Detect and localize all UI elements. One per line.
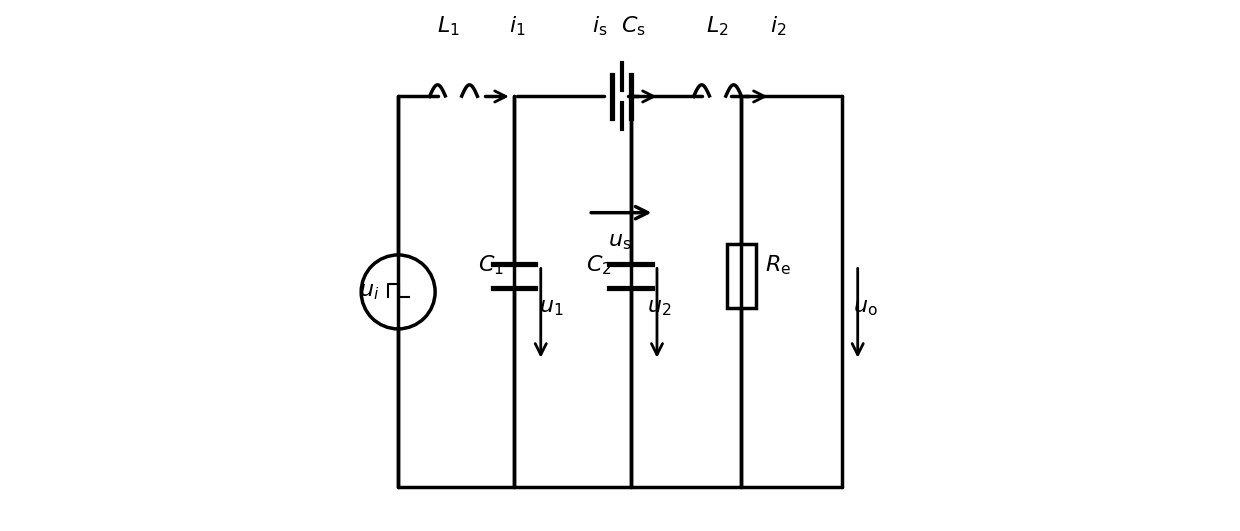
FancyBboxPatch shape (727, 244, 756, 308)
Text: $L_2$: $L_2$ (707, 15, 729, 38)
Text: $i_\mathrm{s}$: $i_\mathrm{s}$ (593, 15, 608, 38)
Text: $u_\mathrm{s}$: $u_\mathrm{s}$ (609, 232, 631, 252)
Text: $u_1$: $u_1$ (539, 298, 563, 318)
Text: $i_1$: $i_1$ (508, 15, 526, 38)
Text: $L_1$: $L_1$ (436, 15, 460, 38)
Text: $u_i$: $u_i$ (358, 282, 379, 302)
Text: $R_\mathrm{e}$: $R_\mathrm{e}$ (765, 254, 791, 277)
Text: $C_2$: $C_2$ (587, 254, 611, 277)
Text: $u_2$: $u_2$ (647, 298, 672, 318)
Text: $C_\mathrm{s}$: $C_\mathrm{s}$ (621, 15, 646, 38)
Text: $u_\mathrm{o}$: $u_\mathrm{o}$ (853, 298, 878, 318)
Text: $C_1$: $C_1$ (477, 254, 503, 277)
Text: $i_2$: $i_2$ (770, 15, 786, 38)
